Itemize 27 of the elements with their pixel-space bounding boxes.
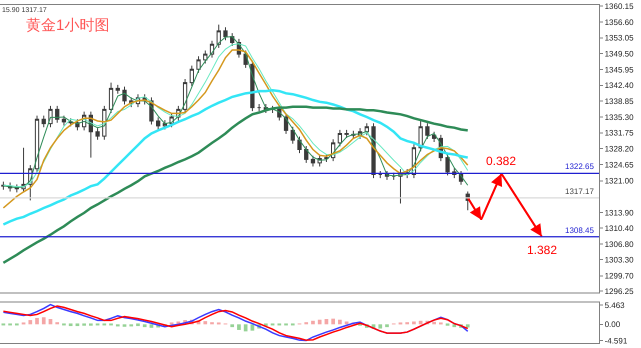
y-tick-label: 5.463: [604, 300, 626, 310]
y-tick-label: 1321.00: [604, 176, 634, 186]
y-tick-label: 1310.40: [604, 224, 634, 233]
y-tick-label: 1342.40: [604, 81, 634, 90]
y-tick-label: 1303.30: [604, 256, 634, 265]
y-tick-label: 1353.05: [604, 34, 634, 43]
y-tick-label: 1356.60: [604, 18, 634, 27]
y-tick-label: 1299.70: [604, 272, 634, 281]
annotation: 0.382: [486, 154, 516, 168]
y-tick-label: 1335.30: [604, 112, 634, 122]
y-tick-label: 0.00: [604, 320, 621, 330]
y-tick-label: 1328.20: [604, 144, 634, 154]
y-tick-label: 1324.65: [604, 160, 634, 170]
y-tick-label: 1331.75: [604, 128, 634, 138]
ref-line-label: 1308.45: [565, 226, 594, 235]
y-tick-label: 1296.25: [604, 286, 634, 296]
ref-line-label: 1317.17: [565, 187, 594, 196]
y-tick-label: 1349.50: [604, 49, 634, 58]
y-tick-label: 1345.95: [604, 65, 634, 74]
ref-line-label: 1322.65: [565, 162, 594, 171]
y-tick-label: 1306.80: [604, 240, 634, 249]
y-tick-label: -4.591: [604, 336, 628, 346]
y-tick-label: 1313.90: [604, 208, 634, 218]
y-tick-label: 1338.85: [604, 96, 634, 106]
y-tick-label: 1360.15: [604, 2, 634, 11]
annotation: 1.382: [527, 243, 558, 257]
text: 黄金1小时图: [26, 17, 110, 34]
